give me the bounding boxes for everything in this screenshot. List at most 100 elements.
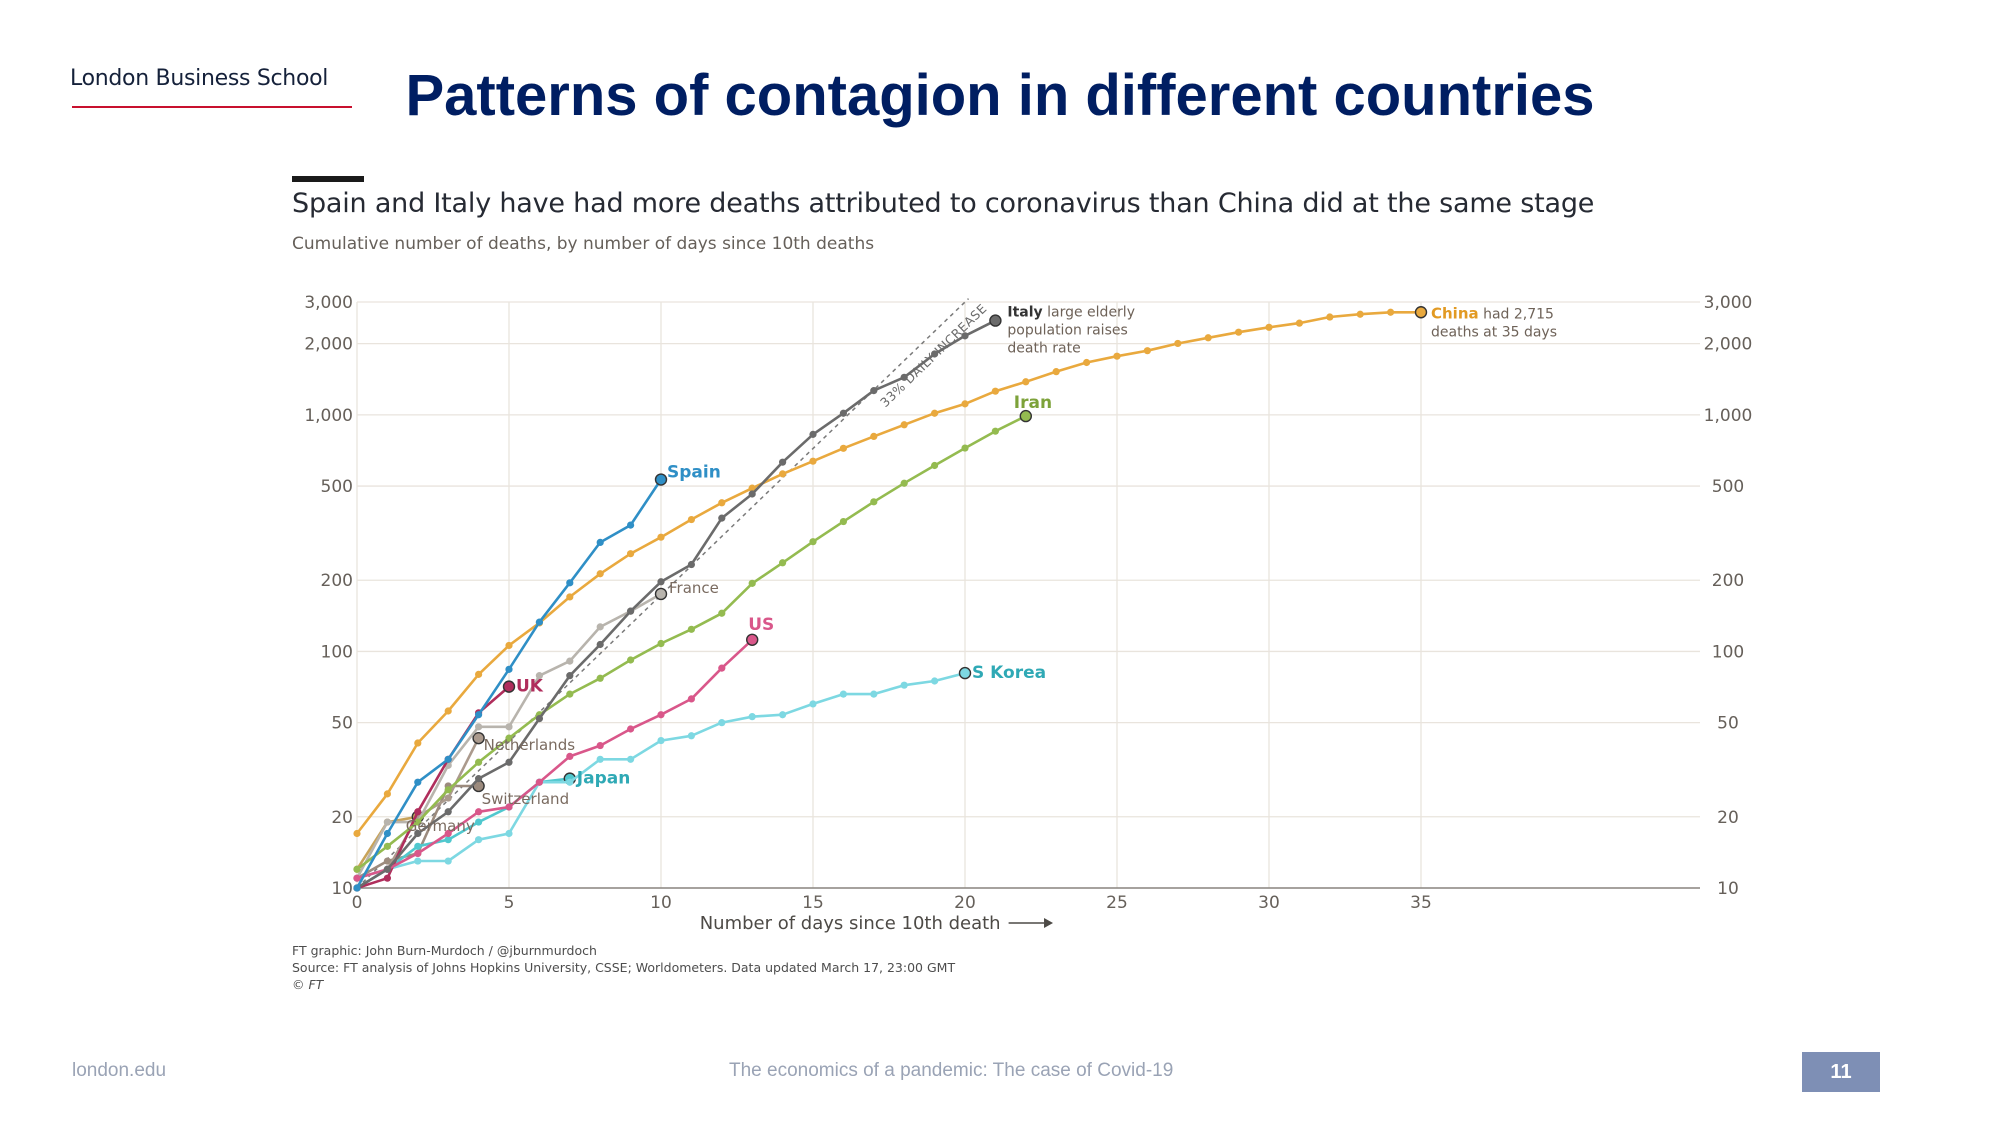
x-tick-label: 10 <box>650 893 672 913</box>
data-point-us <box>566 752 574 760</box>
data-point-s-korea <box>627 755 635 763</box>
data-point-italy <box>566 672 574 680</box>
series-label-netherlands: Netherlands <box>484 736 576 754</box>
series-note-italy-line3: death rate <box>1007 341 1080 357</box>
data-point-france <box>535 672 544 680</box>
y-tick-label-right: 200 <box>1712 571 1744 591</box>
data-point-iran <box>718 609 726 617</box>
data-point-italy <box>414 829 422 838</box>
data-point-us <box>657 711 665 719</box>
data-point-china <box>1204 334 1212 342</box>
series-label-uk: UK <box>516 677 544 697</box>
data-point-iran <box>596 674 604 682</box>
credit-copyright: © FT <box>292 977 324 992</box>
data-point-china <box>1022 378 1030 386</box>
x-tick-label: 15 <box>802 893 824 913</box>
data-point-us <box>444 829 452 838</box>
data-point-iran <box>414 818 422 826</box>
slide-title: Patterns of contagion in different count… <box>405 63 1595 128</box>
data-point-s-korea <box>870 690 878 698</box>
y-tick-label: 50 <box>331 714 353 734</box>
data-point-italy <box>596 640 604 649</box>
series-label-us: US <box>748 615 774 635</box>
data-point-netherlands <box>472 731 485 745</box>
data-point-iran <box>748 579 756 587</box>
data-point-italy <box>505 758 513 766</box>
data-point-italy <box>383 865 391 873</box>
data-point-france <box>475 723 483 731</box>
page-number: 11 <box>1802 1052 1880 1092</box>
y-tick-label-right: 100 <box>1712 642 1744 662</box>
data-point-s-korea <box>748 713 756 721</box>
data-point-netherlands <box>444 794 452 802</box>
data-point-china <box>687 515 696 524</box>
data-point-italy <box>779 458 787 466</box>
series-label-france: France <box>669 579 719 597</box>
series-note-china: had 2,715 <box>1479 306 1554 322</box>
footer-title: The economics of a pandemic: The case of… <box>729 1060 1174 1081</box>
x-tick-label: 5 <box>504 893 515 913</box>
data-point-us <box>596 741 604 750</box>
footer-website: london.edu <box>72 1060 167 1081</box>
data-point-s-korea <box>566 778 574 786</box>
data-point-spain <box>414 778 422 786</box>
chart-title: Spain and Italy have had more deaths att… <box>292 188 1595 219</box>
data-point-italy <box>748 490 756 498</box>
data-point-iran <box>931 461 939 470</box>
series-label-china: China had 2,715 <box>1431 304 1554 322</box>
data-point-s-korea <box>809 700 817 708</box>
data-point-us <box>505 803 513 811</box>
data-point-uk <box>502 680 516 693</box>
data-point-iran <box>839 517 848 526</box>
data-point-italy <box>535 715 544 723</box>
data-point-china <box>870 432 878 440</box>
data-point-us <box>414 849 422 858</box>
y-tick-label-right: 500 <box>1712 477 1744 497</box>
data-point-china <box>1235 328 1243 336</box>
data-point-italy <box>475 775 483 783</box>
data-point-france <box>566 657 574 665</box>
data-point-iran <box>505 734 513 742</box>
data-point-china <box>1356 310 1364 318</box>
y-tick-label-right: 50 <box>1717 714 1739 734</box>
data-point-spain <box>627 521 635 529</box>
data-point-italy <box>839 409 848 417</box>
data-point-france <box>505 723 513 731</box>
data-point-iran <box>870 498 878 506</box>
data-point-china <box>748 484 756 492</box>
series-label-s-korea: S Korea <box>972 663 1046 683</box>
x-tick-label: 25 <box>1106 893 1128 913</box>
series-line-china <box>355 310 1421 835</box>
data-point-iran <box>991 427 1000 435</box>
data-point-china <box>414 739 422 747</box>
data-point-spain <box>596 538 604 547</box>
data-point-spain <box>505 665 513 673</box>
data-point-china <box>1265 323 1273 331</box>
data-point-iran <box>900 479 908 487</box>
credit-graphic: FT graphic: John Burn-Murdoch / @jburnmu… <box>292 943 597 958</box>
data-point-china <box>961 400 969 408</box>
series-label-switzerland: Switzerland <box>482 790 569 808</box>
data-point-china <box>1174 339 1182 348</box>
data-point-spain <box>353 884 361 892</box>
data-point-china <box>1414 306 1428 319</box>
y-tick-label-right: 1,000 <box>1704 406 1753 426</box>
data-point-iran <box>444 786 452 794</box>
data-point-us <box>353 874 361 882</box>
data-point-us <box>687 695 696 703</box>
data-point-italy <box>809 430 817 438</box>
data-point-china <box>1083 358 1091 367</box>
data-point-china <box>1387 308 1395 316</box>
y-tick-label: 20 <box>331 808 353 828</box>
data-point-iran <box>1019 409 1033 423</box>
series-label-italy: Italy large elderly <box>1007 305 1135 321</box>
data-point-china <box>566 593 574 601</box>
data-point-china <box>900 421 908 429</box>
data-point-china <box>657 533 665 541</box>
data-point-uk <box>414 808 422 816</box>
data-point-iran <box>383 842 391 850</box>
data-point-s-korea <box>718 719 726 727</box>
data-point-s-korea <box>505 829 513 838</box>
data-point-france <box>596 623 604 631</box>
